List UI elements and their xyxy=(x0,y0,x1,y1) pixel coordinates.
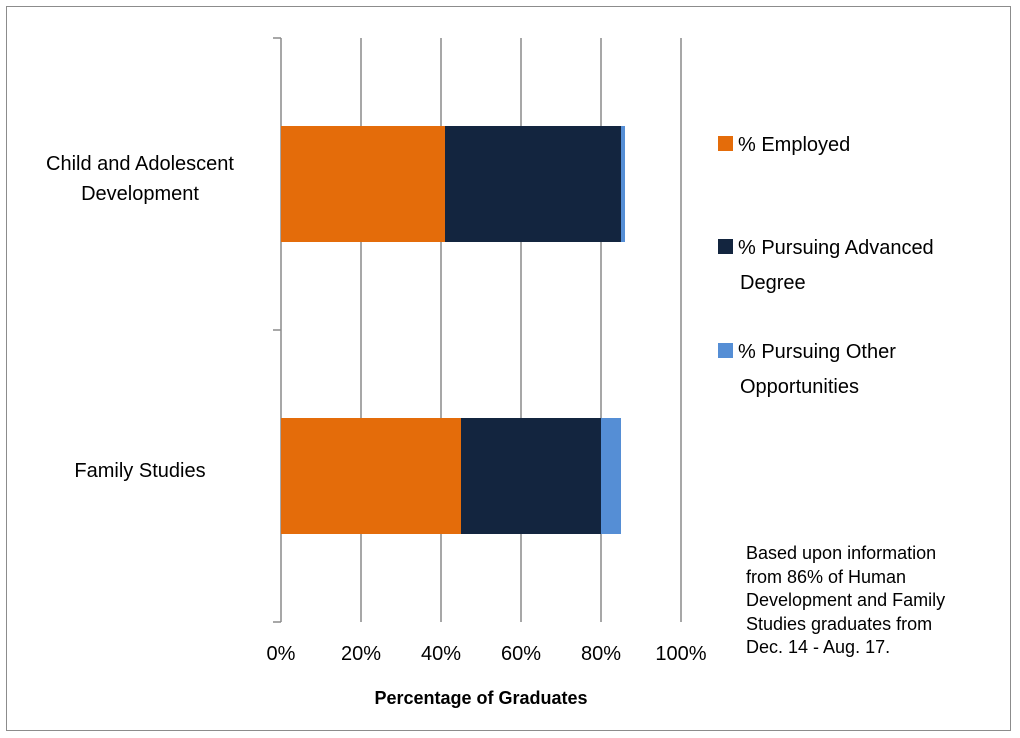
legend-swatch xyxy=(718,239,733,254)
x-tick-label: 0% xyxy=(267,643,296,665)
x-axis-title: Percentage of Graduates xyxy=(374,688,587,708)
legend-label: % Pursuing Advanced Degree xyxy=(738,237,934,294)
x-tick-label: 80% xyxy=(581,643,621,665)
bar-segment xyxy=(601,418,621,534)
x-tick-label: 20% xyxy=(341,643,381,665)
footnote: Based upon information from 86% of Human… xyxy=(746,543,946,657)
bar-segment xyxy=(461,418,601,534)
bar-segment xyxy=(621,126,625,242)
bar-segment xyxy=(445,126,621,242)
legend-label: % Employed xyxy=(738,134,850,156)
bar-segment xyxy=(281,418,461,534)
bar-segment xyxy=(281,126,445,242)
category-label: Child and Adolescent Development xyxy=(46,153,234,205)
x-tick-label: 100% xyxy=(655,643,706,665)
x-tick-label: 60% xyxy=(501,643,541,665)
x-tick-label: 40% xyxy=(421,643,461,665)
legend-swatch xyxy=(718,343,733,358)
category-label: Family Studies xyxy=(74,460,205,482)
legend-label: % Pursuing Other Opportunities xyxy=(738,341,896,398)
legend-swatch xyxy=(718,136,733,151)
